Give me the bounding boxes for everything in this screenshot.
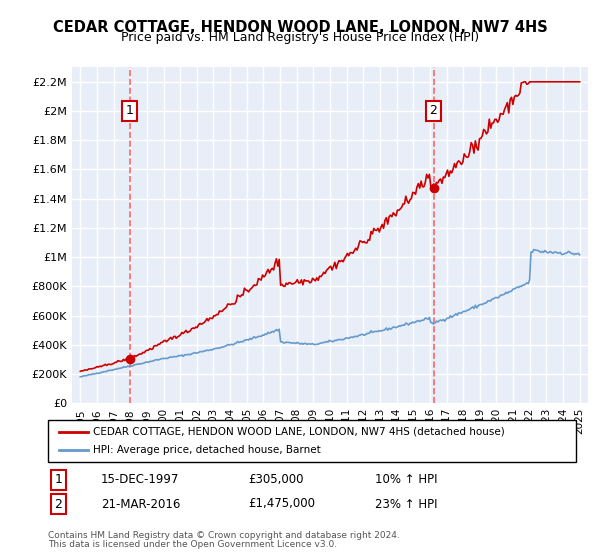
Text: 2: 2 [55, 497, 62, 511]
Text: £305,000: £305,000 [248, 473, 304, 487]
FancyBboxPatch shape [48, 420, 576, 462]
Text: Contains HM Land Registry data © Crown copyright and database right 2024.: Contains HM Land Registry data © Crown c… [48, 531, 400, 540]
Text: 15-DEC-1997: 15-DEC-1997 [101, 473, 179, 487]
Text: Price paid vs. HM Land Registry's House Price Index (HPI): Price paid vs. HM Land Registry's House … [121, 31, 479, 44]
Text: 21-MAR-2016: 21-MAR-2016 [101, 497, 180, 511]
Text: £1,475,000: £1,475,000 [248, 497, 316, 511]
Text: 10% ↑ HPI: 10% ↑ HPI [376, 473, 438, 487]
Text: 23% ↑ HPI: 23% ↑ HPI [376, 497, 438, 511]
Text: CEDAR COTTAGE, HENDON WOOD LANE, LONDON, NW7 4HS: CEDAR COTTAGE, HENDON WOOD LANE, LONDON,… [53, 20, 547, 35]
Text: 1: 1 [125, 104, 134, 118]
Text: CEDAR COTTAGE, HENDON WOOD LANE, LONDON, NW7 4HS (detached house): CEDAR COTTAGE, HENDON WOOD LANE, LONDON,… [93, 427, 505, 437]
Text: 1: 1 [55, 473, 62, 487]
Text: HPI: Average price, detached house, Barnet: HPI: Average price, detached house, Barn… [93, 445, 320, 455]
Text: 2: 2 [430, 104, 437, 118]
Text: This data is licensed under the Open Government Licence v3.0.: This data is licensed under the Open Gov… [48, 540, 337, 549]
